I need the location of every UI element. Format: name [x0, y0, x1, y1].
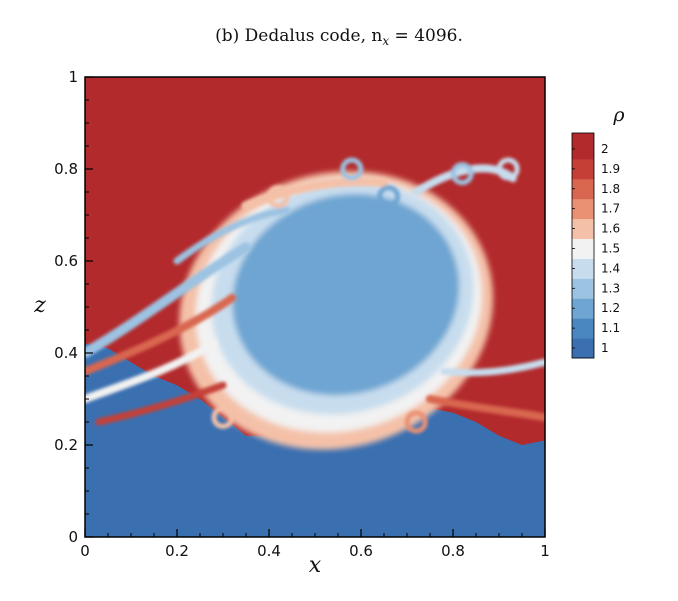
- y-tick-label: 1: [68, 68, 78, 86]
- colorbar-swatch: [572, 338, 594, 359]
- colorbar-swatch: [572, 218, 594, 240]
- swirl-curl: [266, 185, 290, 209]
- colorbar-label: 1.3: [601, 281, 620, 295]
- shear-streak: [440, 358, 545, 377]
- y-tick-label: 0.2: [54, 436, 78, 454]
- colorbar-label: 1: [601, 341, 609, 355]
- colorbar-label: 2: [601, 142, 609, 156]
- swirl-curl: [377, 185, 401, 209]
- x-tick-label: 0.2: [165, 542, 189, 560]
- colorbar-label: 1.8: [601, 182, 620, 196]
- shear-streak: [85, 339, 218, 403]
- shear-streaks: [85, 157, 545, 434]
- swirl-curl: [340, 157, 364, 181]
- colorbar-label: 1.2: [601, 301, 620, 315]
- colorbar-label: 1.1: [601, 321, 620, 335]
- colorbar-swatch: [572, 298, 594, 319]
- colorbar-swatch: [572, 198, 594, 220]
- x-tick-label: 0.8: [441, 542, 465, 560]
- colorbar-title: ρ: [612, 104, 625, 126]
- axis-ticks: 0 0.2 0.4 0.6 0.8 1 0 0.2 0.4 0.6 0.8 1: [54, 68, 550, 560]
- colorbar-swatch: [572, 278, 594, 299]
- swirl-curl: [404, 410, 428, 434]
- colorbar-swatch: [572, 178, 594, 200]
- shear-streak: [241, 177, 389, 211]
- swirl-curl: [211, 405, 235, 429]
- shear-streak: [85, 293, 237, 376]
- x-tick-label: 0.6: [349, 542, 373, 560]
- colorbar-swatch: [572, 133, 594, 160]
- mixing-layer: [179, 171, 494, 450]
- colorbar-label: 1.7: [601, 202, 620, 216]
- colorbar-label: 1.9: [601, 162, 620, 176]
- y-axis-title: z: [33, 293, 46, 318]
- x-tick-label: 0: [80, 542, 90, 560]
- y-tick-label: 0.4: [54, 344, 78, 362]
- colorbar-label: 1.6: [601, 222, 620, 236]
- y-tick-label: 0.6: [54, 252, 78, 270]
- colorbar-swatch: [572, 158, 594, 180]
- shear-streak: [95, 381, 227, 426]
- swirl-curl: [496, 157, 520, 181]
- shear-streak: [426, 395, 545, 422]
- x-axis-title: x: [309, 553, 322, 578]
- colorbar-swatch: [572, 258, 594, 279]
- colorbar-label: 1.5: [601, 241, 620, 255]
- y-tick-label: 0.8: [54, 160, 78, 178]
- shear-streak: [173, 206, 291, 265]
- colorbar: 1 1.1 1.2 1.3 1.4 1.5 1.6 1.7 1.8 1.9 2: [571, 132, 620, 359]
- density-field: [85, 77, 545, 537]
- x-tick-label: 1: [540, 542, 550, 560]
- shear-streak: [85, 242, 251, 358]
- y-tick-label: 0: [68, 528, 78, 546]
- plot-title: (b) Dedalus code, nx = 4096.: [215, 26, 463, 48]
- colorbar-swatch: [572, 318, 594, 339]
- colorbar-label: 1.4: [601, 261, 620, 275]
- colorbar-swatch: [572, 238, 594, 259]
- colorbar-frame: [571, 132, 595, 359]
- swirl-curl: [450, 162, 474, 186]
- x-tick-label: 0.4: [257, 542, 281, 560]
